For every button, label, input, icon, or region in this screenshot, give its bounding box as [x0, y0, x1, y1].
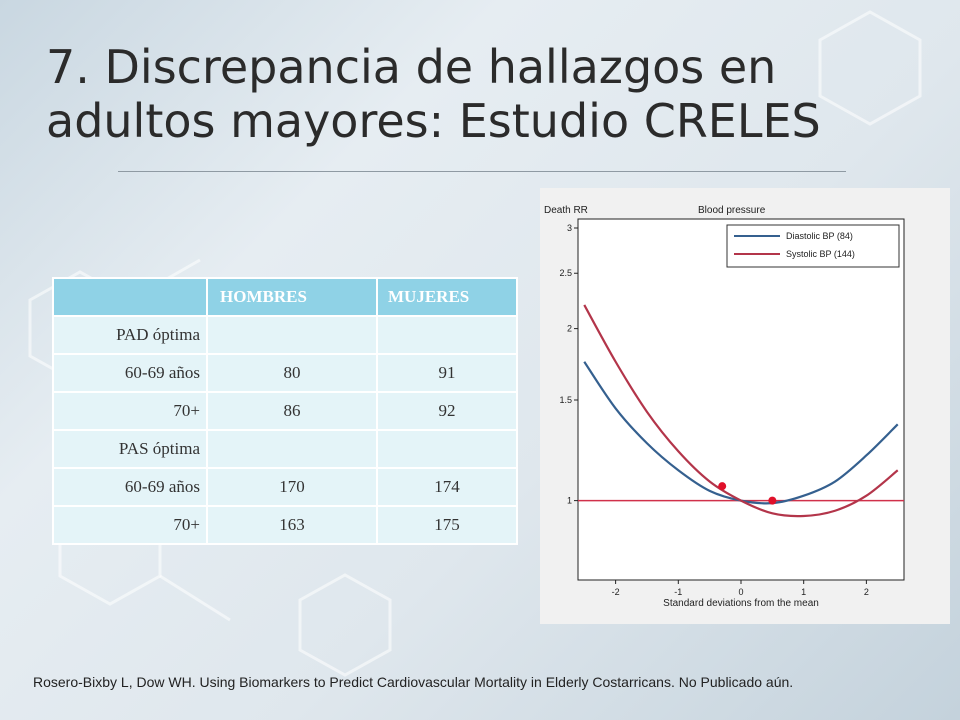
legend-box: [726, 224, 900, 268]
table-row: PAD óptima: [52, 315, 518, 355]
cell-hombres: 80: [206, 353, 378, 393]
x-tick-label: 2: [864, 587, 869, 597]
table-row: 60-69 años 170 174: [52, 467, 518, 507]
chart-legend: Diastolic BP (84) Systolic BP (144): [726, 224, 900, 268]
x-tick-label: 1: [801, 587, 806, 597]
y-tick-label: 1.5: [559, 395, 572, 405]
x-tick-label: -1: [674, 587, 682, 597]
chart-svg: Death RR Blood pressure 1 1.5 2 2.5 3 -2 -1 0 1 2…: [544, 205, 905, 609]
cell-hombres: 86: [206, 391, 378, 431]
cell-mujeres: 92: [376, 391, 518, 431]
slide-title: 7. Discrepancia de hallazgos en adultos …: [46, 40, 906, 148]
table-row: 70+ 86 92: [52, 391, 518, 431]
header-cell-mujeres: MUJERES: [376, 277, 518, 317]
table-header-row: HOMBRES MUJERES: [52, 277, 518, 317]
row-label: PAS óptima: [52, 429, 208, 469]
table-row: 60-69 años 80 91: [52, 353, 518, 393]
x-tick-label: 0: [738, 587, 743, 597]
cell-mujeres: 175: [376, 505, 518, 545]
x-tick-label: -2: [612, 587, 620, 597]
cell-hombres: [206, 429, 378, 469]
citation-text: Rosero-Bixby L, Dow WH. Using Biomarkers…: [33, 674, 794, 690]
legend-label-systolic: Systolic BP (144): [786, 249, 855, 259]
cell-mujeres: [376, 429, 518, 469]
systolic-bp-line: [583, 304, 899, 518]
row-label: 60-69 años: [52, 467, 208, 507]
cell-hombres: 170: [206, 467, 378, 507]
row-label: 70+: [52, 505, 208, 545]
y-tick-label: 3: [567, 223, 572, 233]
y-tick-label: 1: [567, 496, 572, 506]
header-cell-label: [52, 277, 208, 317]
cell-mujeres: 91: [376, 353, 518, 393]
row-label: 60-69 años: [52, 353, 208, 393]
y-tick-label: 2.5: [559, 268, 572, 278]
row-label: 70+: [52, 391, 208, 431]
title-divider: [118, 171, 846, 172]
y-tick-label: 2: [567, 324, 572, 334]
diastolic-optimum-marker: [768, 496, 777, 505]
table-row: 70+ 163 175: [52, 505, 518, 545]
cell-mujeres: [376, 315, 518, 355]
cell-hombres: [206, 315, 378, 355]
cell-mujeres: 174: [376, 467, 518, 507]
blood-pressure-table: HOMBRES MUJERES PAD óptima 60-69 años 80…: [52, 277, 518, 545]
legend-label-diastolic: Diastolic BP (84): [786, 231, 853, 241]
plot-area: [577, 218, 905, 581]
chart-title: Blood pressure: [698, 205, 766, 216]
row-label: PAD óptima: [52, 315, 208, 355]
title-line-2: adultos mayores: Estudio CRELES: [46, 94, 821, 148]
systolic-optimum-marker: [718, 482, 727, 491]
y-axis-title: Death RR: [544, 205, 588, 216]
header-cell-hombres: HOMBRES: [206, 277, 378, 317]
death-rr-chart: Death RR Blood pressure 1 1.5 2 2.5 3 -2 -1 0 1 2…: [540, 188, 950, 624]
cell-hombres: 163: [206, 505, 378, 545]
x-axis-title: Standard deviations from the mean: [663, 598, 819, 609]
title-line-1: 7. Discrepancia de hallazgos en: [46, 40, 777, 94]
table-row: PAS óptima: [52, 429, 518, 469]
